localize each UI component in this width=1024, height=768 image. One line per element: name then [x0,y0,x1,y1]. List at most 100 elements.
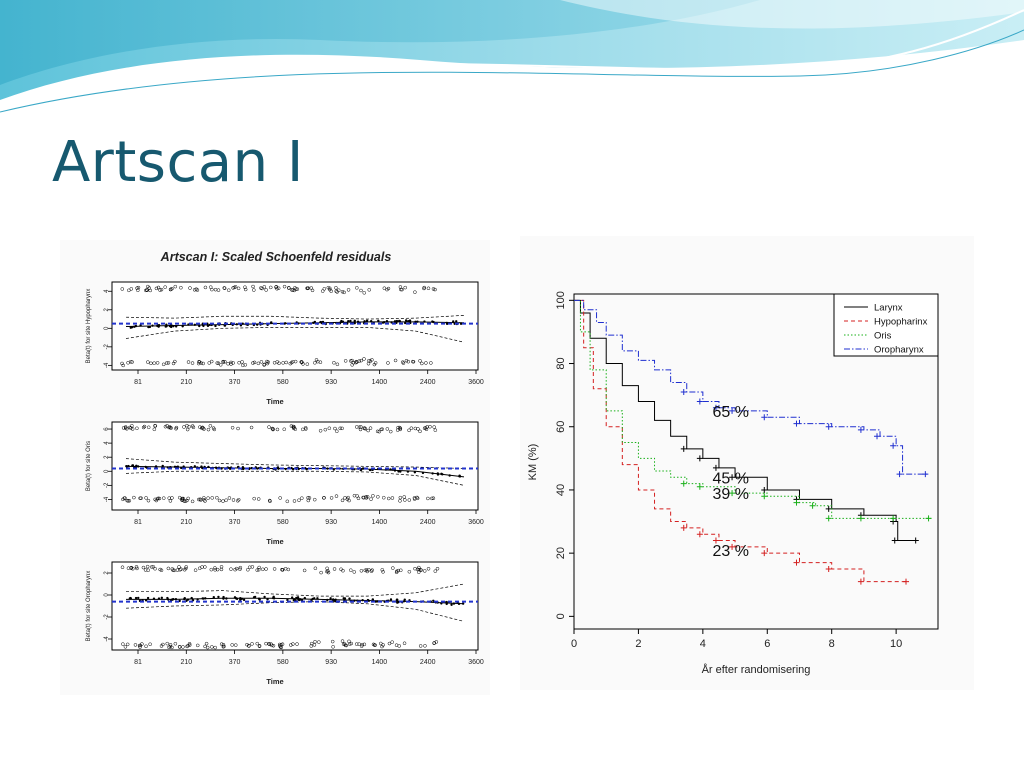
residual-point [272,595,275,598]
residual-point [394,570,399,575]
residual-point [338,426,342,431]
residual-point [334,286,338,290]
residual-point [141,425,146,430]
residual-point [261,567,265,572]
residual-point [419,568,423,572]
residual-point [329,597,332,600]
residual-point [340,639,345,643]
residual-point [133,643,138,647]
residual-point [313,361,317,365]
residual-point [329,496,334,500]
km-censor-mark [712,537,719,544]
residual-point [178,599,181,603]
x-tick-label: 370 [229,659,241,666]
residual-point [159,287,164,292]
residual-point [433,287,437,292]
km-censor-mark [896,471,903,478]
km-censor-mark [761,414,768,421]
residual-point [249,425,254,430]
residual-point [291,424,295,429]
residual-point [146,360,150,364]
x-tick-label: 580 [277,519,289,526]
residual-point [369,569,374,573]
residual-point [158,288,162,292]
residual-point [250,565,255,569]
residual-point [243,285,247,289]
residual-point [424,427,429,432]
residual-point [177,645,182,649]
x-tick-label: 2400 [420,659,436,666]
km-censor-mark [825,565,832,572]
residual-point [420,361,424,366]
km-x-tick-label: 10 [890,638,902,650]
residual-point [433,569,438,573]
km-x-tick-label: 0 [571,638,577,650]
residual-point [187,643,192,647]
residual-point [286,567,291,572]
residual-point [397,644,401,648]
residual-point [197,360,202,364]
residual-point [226,288,231,292]
residual-point [206,496,210,500]
residual-point [262,362,267,367]
residual-point [431,496,436,500]
y-tick-label: 2 [104,571,110,575]
y-tick-label: -2 [104,344,110,350]
kaplan-meier-figure: År efter randomisering KM (%) 0 2 4 6 8 10020… [520,236,974,690]
residual-point [182,425,186,429]
residual-point [151,565,156,569]
residual-point [186,360,191,364]
residual-band-lower [125,327,465,343]
y-tick-label: -4 [104,636,110,642]
residual-point [144,644,148,649]
residual-point [206,427,211,432]
residual-point [322,287,327,291]
km-censor-mark [793,499,800,506]
residual-point [333,600,337,603]
residual-point [390,496,395,500]
residual-point [291,642,295,646]
residual-point [165,641,169,646]
km-y-tick-label: 100 [555,291,567,309]
residual-point [372,362,377,367]
residual-point [144,496,148,500]
residual-point [295,287,300,291]
residual-point [223,359,227,364]
residual-point [362,426,367,430]
residual-point [357,359,362,363]
residual-point [217,498,222,503]
residual-point [125,642,130,647]
km-survival-label: 23 % [713,543,749,560]
residual-point [187,424,191,429]
residual-point [349,319,352,323]
residual-point [388,429,393,434]
x-tick-label: 81 [134,519,142,526]
residual-point [305,286,310,291]
residual-point [222,286,227,290]
residual-point [328,287,332,292]
residual-point [240,360,244,364]
residual-point [407,498,412,502]
residual-point [359,425,363,429]
residual-point [293,359,298,364]
residual-x-axis-label: Time [266,537,283,546]
residual-point [210,645,214,649]
residual-point [247,565,252,570]
residual-point [236,426,240,431]
residual-point [125,498,129,503]
residual-point [159,568,164,573]
residual-point [253,595,257,599]
residual-point [359,288,363,293]
residual-point [174,426,178,431]
residual-point [197,566,202,571]
km-censor-mark [857,515,864,522]
km-x-tick-label: 8 [829,638,835,650]
residual-point [164,361,169,365]
residual-point [255,568,259,572]
residual-point [152,361,156,365]
residual-point [422,285,426,290]
residual-point [284,360,288,365]
residual-point [350,358,354,363]
schoenfeld-panel: -4 -2 0 2 Beta(t) for site Oropharynx 81 210 37… [86,561,484,686]
residual-point [221,645,226,649]
